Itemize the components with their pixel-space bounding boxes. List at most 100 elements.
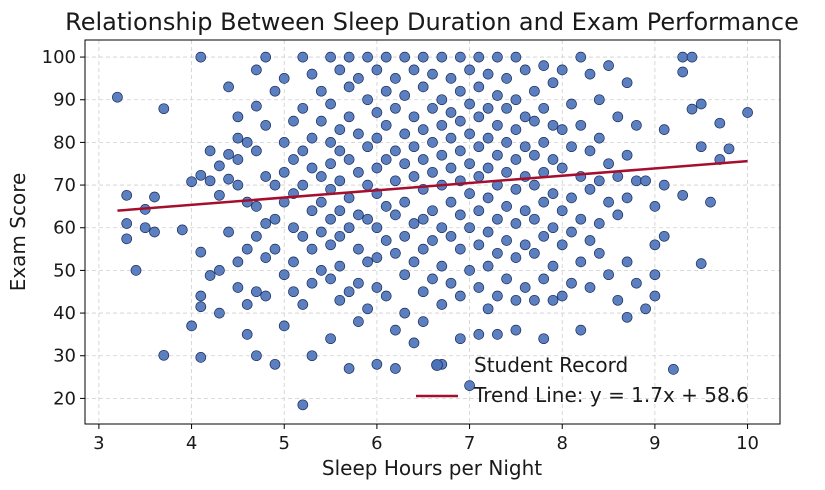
- data-point: [427, 235, 438, 246]
- data-point: [501, 137, 512, 148]
- data-point: [612, 171, 624, 182]
- data-point: [334, 124, 346, 135]
- data-point: [278, 320, 290, 332]
- data-point: [445, 132, 457, 144]
- data-point: [343, 363, 355, 374]
- data-point: [454, 145, 466, 157]
- data-point: [260, 51, 272, 63]
- data-point: [529, 149, 540, 161]
- data-point: [593, 247, 605, 259]
- data-point: [482, 303, 494, 315]
- data-point: [343, 192, 355, 204]
- y-tick-label: 20: [53, 388, 76, 409]
- data-point: [538, 333, 550, 345]
- data-point: [232, 282, 244, 293]
- data-point: [575, 256, 587, 268]
- data-point: [251, 230, 262, 242]
- data-point: [510, 218, 522, 229]
- data-point: [556, 205, 568, 217]
- data-point: [566, 192, 577, 204]
- data-point: [158, 349, 170, 361]
- data-point: [371, 282, 383, 293]
- data-point: [501, 201, 512, 212]
- data-point: [390, 209, 401, 221]
- data-point: [251, 145, 262, 157]
- data-point: [510, 94, 522, 106]
- x-axis-label: Sleep Hours per Night: [322, 456, 542, 480]
- data-point: [501, 273, 512, 285]
- legend-marker-student-record: [431, 359, 443, 371]
- data-point: [214, 189, 225, 201]
- data-point: [547, 154, 559, 165]
- data-point: [343, 81, 355, 93]
- x-tick-label: 9: [649, 433, 660, 454]
- data-point: [686, 103, 698, 115]
- data-point: [380, 85, 392, 97]
- data-point: [593, 175, 605, 187]
- data-point: [529, 247, 540, 259]
- data-point: [288, 115, 299, 127]
- data-point: [251, 64, 262, 76]
- data-point: [677, 66, 689, 78]
- data-point: [315, 85, 327, 97]
- data-point: [204, 175, 216, 187]
- data-point: [380, 290, 392, 302]
- data-point: [501, 166, 512, 178]
- data-point: [538, 137, 550, 148]
- data-point: [417, 213, 429, 225]
- data-point: [390, 363, 401, 374]
- data-point: [241, 137, 253, 148]
- data-point: [649, 269, 661, 281]
- data-point: [556, 124, 568, 135]
- data-point: [297, 102, 309, 114]
- data-point: [436, 299, 448, 310]
- data-point: [297, 299, 309, 310]
- data-point: [473, 171, 485, 182]
- data-point: [556, 162, 568, 174]
- data-point: [325, 239, 336, 251]
- data-point: [399, 90, 411, 101]
- data-point: [399, 269, 411, 281]
- data-point: [492, 247, 503, 259]
- legend: Student Record Trend Line: y = 1.7x + 58…: [416, 353, 749, 407]
- data-point: [417, 286, 429, 298]
- data-point: [445, 162, 457, 174]
- data-point: [251, 350, 262, 362]
- data-point: [492, 90, 503, 101]
- data-point: [584, 235, 596, 246]
- data-point: [427, 166, 438, 178]
- data-point: [269, 179, 281, 191]
- data-point: [297, 145, 309, 157]
- data-point: [473, 205, 485, 217]
- x-tick-label: 5: [279, 433, 290, 454]
- data-point: [556, 290, 568, 302]
- data-point: [251, 201, 262, 212]
- data-point: [482, 68, 494, 80]
- data-point: [204, 145, 216, 157]
- data-point: [362, 256, 373, 268]
- data-point: [612, 294, 624, 306]
- data-point: [603, 60, 614, 71]
- data-point: [158, 103, 170, 115]
- data-point: [621, 149, 633, 161]
- data-point: [223, 173, 234, 185]
- data-point: [464, 98, 475, 110]
- data-point: [510, 324, 522, 336]
- data-point: [353, 73, 364, 84]
- data-point: [371, 132, 383, 144]
- data-point: [695, 258, 707, 269]
- data-point: [649, 201, 661, 212]
- data-point: [603, 269, 614, 281]
- y-tick-label: 60: [53, 218, 76, 239]
- data-point: [306, 277, 318, 289]
- data-point: [334, 230, 346, 242]
- data-point: [380, 154, 392, 165]
- data-point: [427, 137, 438, 148]
- y-tick-label: 50: [53, 260, 76, 281]
- data-point: [556, 239, 568, 251]
- data-point: [288, 222, 299, 234]
- data-point: [380, 201, 392, 212]
- data-point: [473, 282, 485, 293]
- data-point: [427, 273, 438, 285]
- data-point: [454, 51, 466, 63]
